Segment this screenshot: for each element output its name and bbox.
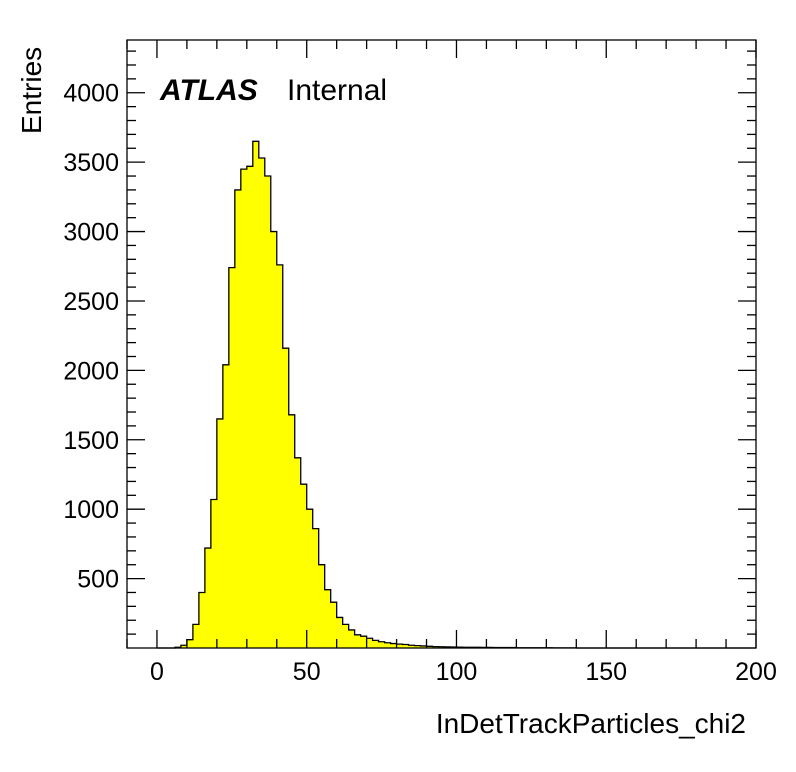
x-axis-tick-labels: 0 50 100 150 200 bbox=[150, 658, 777, 686]
y-tick-label: 2000 bbox=[63, 357, 119, 385]
histogram-bin bbox=[276, 264, 284, 648]
histogram-bin bbox=[342, 624, 349, 648]
x-tick-label: 50 bbox=[293, 658, 321, 686]
histogram-bin bbox=[300, 484, 308, 648]
histogram-bars bbox=[174, 141, 577, 649]
histogram-bin bbox=[252, 141, 260, 649]
y-tick-label: 1000 bbox=[63, 496, 119, 524]
histogram-bin bbox=[282, 348, 290, 648]
histogram-bin bbox=[378, 641, 385, 648]
histogram-bin bbox=[306, 509, 314, 648]
histogram-bin bbox=[432, 646, 439, 648]
x-tick-label: 100 bbox=[436, 658, 478, 686]
histogram-bin bbox=[384, 642, 391, 648]
histogram-bin bbox=[294, 457, 302, 648]
histogram-bin bbox=[210, 499, 218, 648]
histogram-bin bbox=[414, 645, 421, 648]
y-axis-title: Entries bbox=[16, 47, 47, 134]
atlas-label: ATLAS bbox=[159, 74, 258, 107]
histogram-bin bbox=[366, 638, 373, 648]
histogram-bin bbox=[396, 644, 403, 648]
y-tick-label: 4000 bbox=[63, 80, 119, 108]
histogram-bin bbox=[330, 602, 337, 648]
histogram-bin bbox=[348, 629, 355, 648]
histogram-bin bbox=[426, 646, 433, 648]
histogram-bin bbox=[204, 548, 212, 648]
histogram-bin bbox=[312, 528, 319, 648]
histogram-bin bbox=[336, 617, 343, 648]
histogram-bin bbox=[318, 564, 325, 648]
histogram-bin bbox=[228, 267, 236, 648]
x-tick-label: 0 bbox=[150, 658, 164, 686]
histogram-bin bbox=[234, 189, 242, 649]
histogram-bin bbox=[222, 364, 230, 648]
histogram-bin bbox=[270, 231, 278, 648]
histogram-bin bbox=[180, 645, 188, 648]
x-axis-title: InDetTrackParticles_chi2 bbox=[436, 708, 746, 739]
y-tick-label: 500 bbox=[77, 566, 119, 594]
y-tick-label: 3000 bbox=[63, 219, 119, 247]
histogram-bin bbox=[264, 176, 272, 648]
atlas-status-label: Internal bbox=[287, 74, 387, 107]
histogram-bin bbox=[246, 166, 254, 648]
x-tick-label: 200 bbox=[735, 658, 777, 686]
histogram-bin bbox=[192, 624, 200, 648]
x-tick-label: 150 bbox=[585, 658, 627, 686]
histogram-bin bbox=[198, 592, 206, 648]
y-axis-tick-labels: 500 1000 1500 2000 2500 3000 3500 4000 bbox=[63, 80, 119, 594]
histogram-bin bbox=[216, 418, 224, 648]
histogram-bin bbox=[258, 157, 266, 649]
histogram-bin bbox=[372, 640, 379, 648]
histogram-bin bbox=[420, 645, 427, 648]
histogram-bin bbox=[408, 645, 415, 648]
y-tick-label: 1500 bbox=[63, 427, 119, 455]
y-axis-ticks bbox=[127, 50, 756, 635]
histogram-bin bbox=[360, 636, 367, 648]
plot-frame bbox=[126, 39, 757, 649]
histogram-bin bbox=[186, 639, 194, 648]
histogram-bin bbox=[324, 589, 331, 648]
histogram-bin bbox=[390, 643, 397, 648]
x-axis-ticks bbox=[126, 40, 757, 648]
y-tick-label: 3500 bbox=[63, 149, 119, 177]
histogram-bin bbox=[288, 414, 296, 648]
histogram-bin bbox=[402, 644, 409, 648]
histogram-bin bbox=[240, 169, 248, 648]
histogram-bin bbox=[354, 634, 361, 648]
y-tick-label: 2500 bbox=[63, 288, 119, 316]
